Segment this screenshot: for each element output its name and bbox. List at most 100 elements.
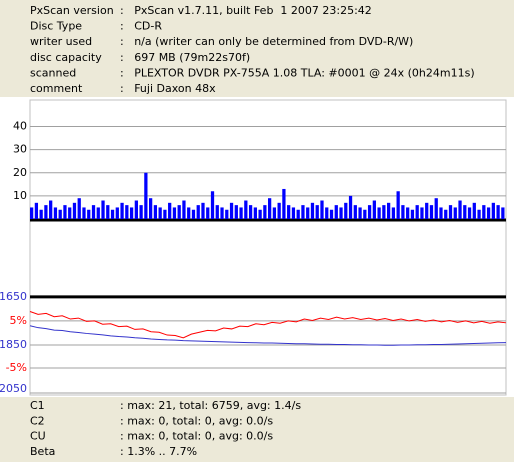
bar (253, 207, 257, 219)
bar (163, 209, 167, 219)
bar (177, 205, 181, 219)
bar (153, 205, 158, 219)
bar (96, 207, 100, 219)
bar (106, 205, 110, 219)
stats-value: : 1.3% .. 7.7% (120, 445, 197, 458)
info-value: : CD-R (120, 20, 162, 33)
bar (196, 205, 200, 219)
bar (310, 202, 315, 219)
bar (453, 207, 457, 219)
bar (134, 200, 138, 219)
bar (287, 205, 291, 219)
bar (49, 200, 53, 219)
bar (82, 207, 86, 219)
bar (258, 209, 262, 219)
bar (182, 200, 186, 219)
series-line (29, 311, 507, 339)
info-value: : 697 MB (79m22s70f) (120, 51, 250, 64)
info-value: : n/a (writer can only be determined fro… (120, 35, 413, 48)
bar (306, 207, 310, 219)
bar (206, 207, 210, 219)
bar (472, 202, 476, 219)
stats-value: : max: 21, total: 6759, avg: 1.4/s (120, 399, 301, 412)
bar (291, 207, 296, 219)
bar (129, 207, 134, 219)
bar (429, 205, 434, 219)
y-tick-label: -5% (6, 361, 27, 374)
info-label: comment (30, 82, 83, 95)
info-label: writer used (30, 35, 92, 48)
y-tick-label: 20 (13, 166, 27, 179)
y2-tick-label: 1850 (0, 338, 27, 351)
y-tick-label: 40 (13, 120, 27, 133)
info-label: scanned (30, 66, 76, 79)
bar (439, 207, 443, 219)
bar (144, 172, 148, 219)
bar (320, 200, 324, 219)
bar (367, 205, 372, 219)
bar (268, 198, 272, 219)
bar (339, 207, 343, 219)
bar (110, 209, 115, 219)
bar (210, 191, 215, 219)
bar (229, 202, 234, 219)
bar (387, 202, 391, 219)
bar (263, 205, 267, 219)
chart-area (0, 97, 514, 397)
bar (491, 202, 495, 219)
bar (172, 207, 177, 219)
bar (344, 202, 348, 219)
bar (420, 207, 424, 219)
bar (125, 205, 129, 219)
bar (239, 207, 243, 219)
bar (406, 207, 410, 219)
bar (353, 205, 357, 219)
info-label: PxScan version (30, 4, 114, 17)
info-label: Disc Type (30, 20, 82, 33)
stats-label: CU (30, 430, 46, 443)
bar (482, 205, 486, 219)
bar (377, 207, 381, 219)
bar (68, 207, 72, 219)
info-value: : PLEXTOR DVDR PX-755A 1.08 TLA: #0001 @… (120, 66, 475, 79)
bar (225, 209, 229, 219)
bar (187, 207, 191, 219)
stats-label: Beta (30, 445, 55, 458)
stats-label: C1 (30, 399, 45, 412)
info-value: : Fuji Daxon 48x (120, 82, 216, 95)
bar (87, 209, 91, 219)
series-line (29, 325, 507, 346)
bar (296, 209, 300, 219)
bar (248, 205, 253, 219)
bar (191, 209, 196, 219)
bar (396, 191, 400, 219)
plot-frame (29, 99, 507, 396)
bar (372, 200, 376, 219)
bar (30, 207, 34, 219)
bar (425, 202, 429, 219)
bar (91, 205, 96, 219)
bar (348, 195, 353, 219)
bar (158, 207, 162, 219)
bar (282, 188, 286, 219)
y-tick-label: 5% (10, 314, 27, 327)
bar (458, 200, 462, 219)
bar (501, 207, 505, 219)
bar (277, 202, 281, 219)
info-value: : PxScan v1.7.11, built Feb 1 2007 23:25… (120, 4, 372, 17)
bar (496, 205, 500, 219)
y2-tick-label: 2050 (0, 382, 27, 395)
info-label: disc capacity (30, 51, 102, 64)
y-tick-label: 30 (13, 143, 27, 156)
bar (272, 207, 277, 219)
bar (77, 198, 81, 219)
bar (39, 209, 43, 219)
bar (44, 205, 48, 219)
bar (234, 205, 238, 219)
stats-label: C2 (30, 414, 45, 427)
bar (463, 205, 467, 219)
bar (115, 207, 119, 219)
bar (477, 209, 481, 219)
y-tick-label: 10 (13, 189, 27, 202)
